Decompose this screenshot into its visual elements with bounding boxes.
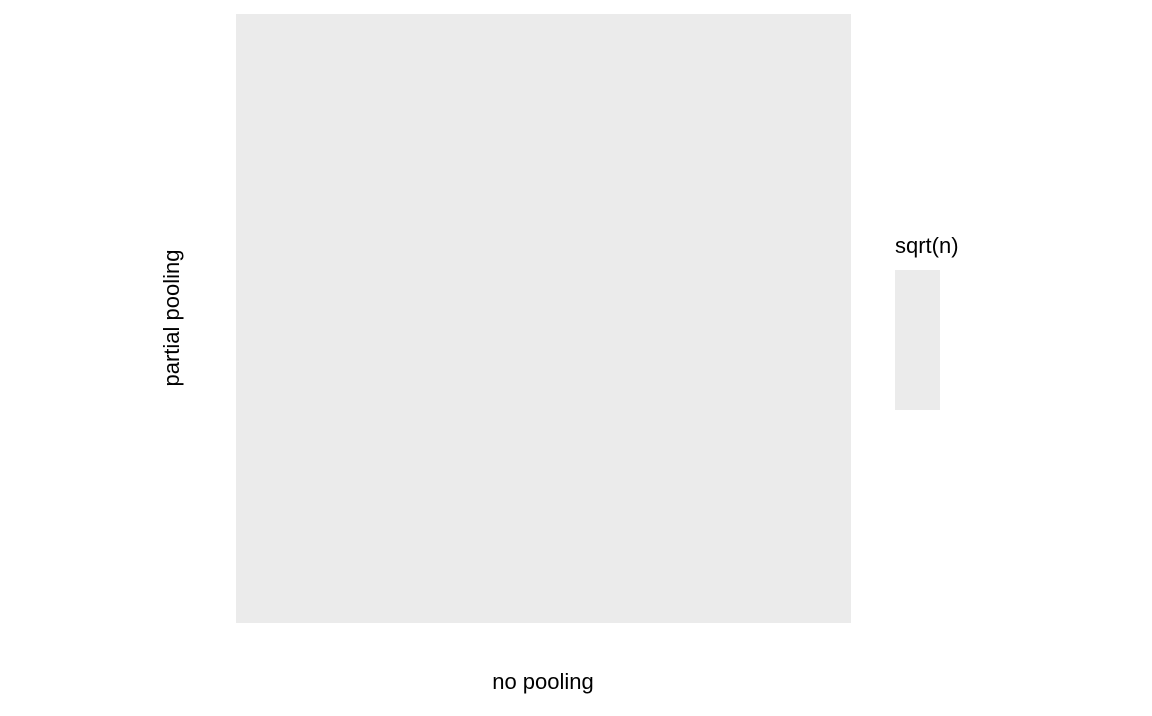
x-axis-title: no pooling (492, 669, 594, 694)
y-axis-title: partial pooling (159, 250, 184, 387)
legend-keys (895, 270, 940, 410)
panel (236, 14, 851, 623)
legend-title: sqrt(n) (895, 233, 959, 258)
